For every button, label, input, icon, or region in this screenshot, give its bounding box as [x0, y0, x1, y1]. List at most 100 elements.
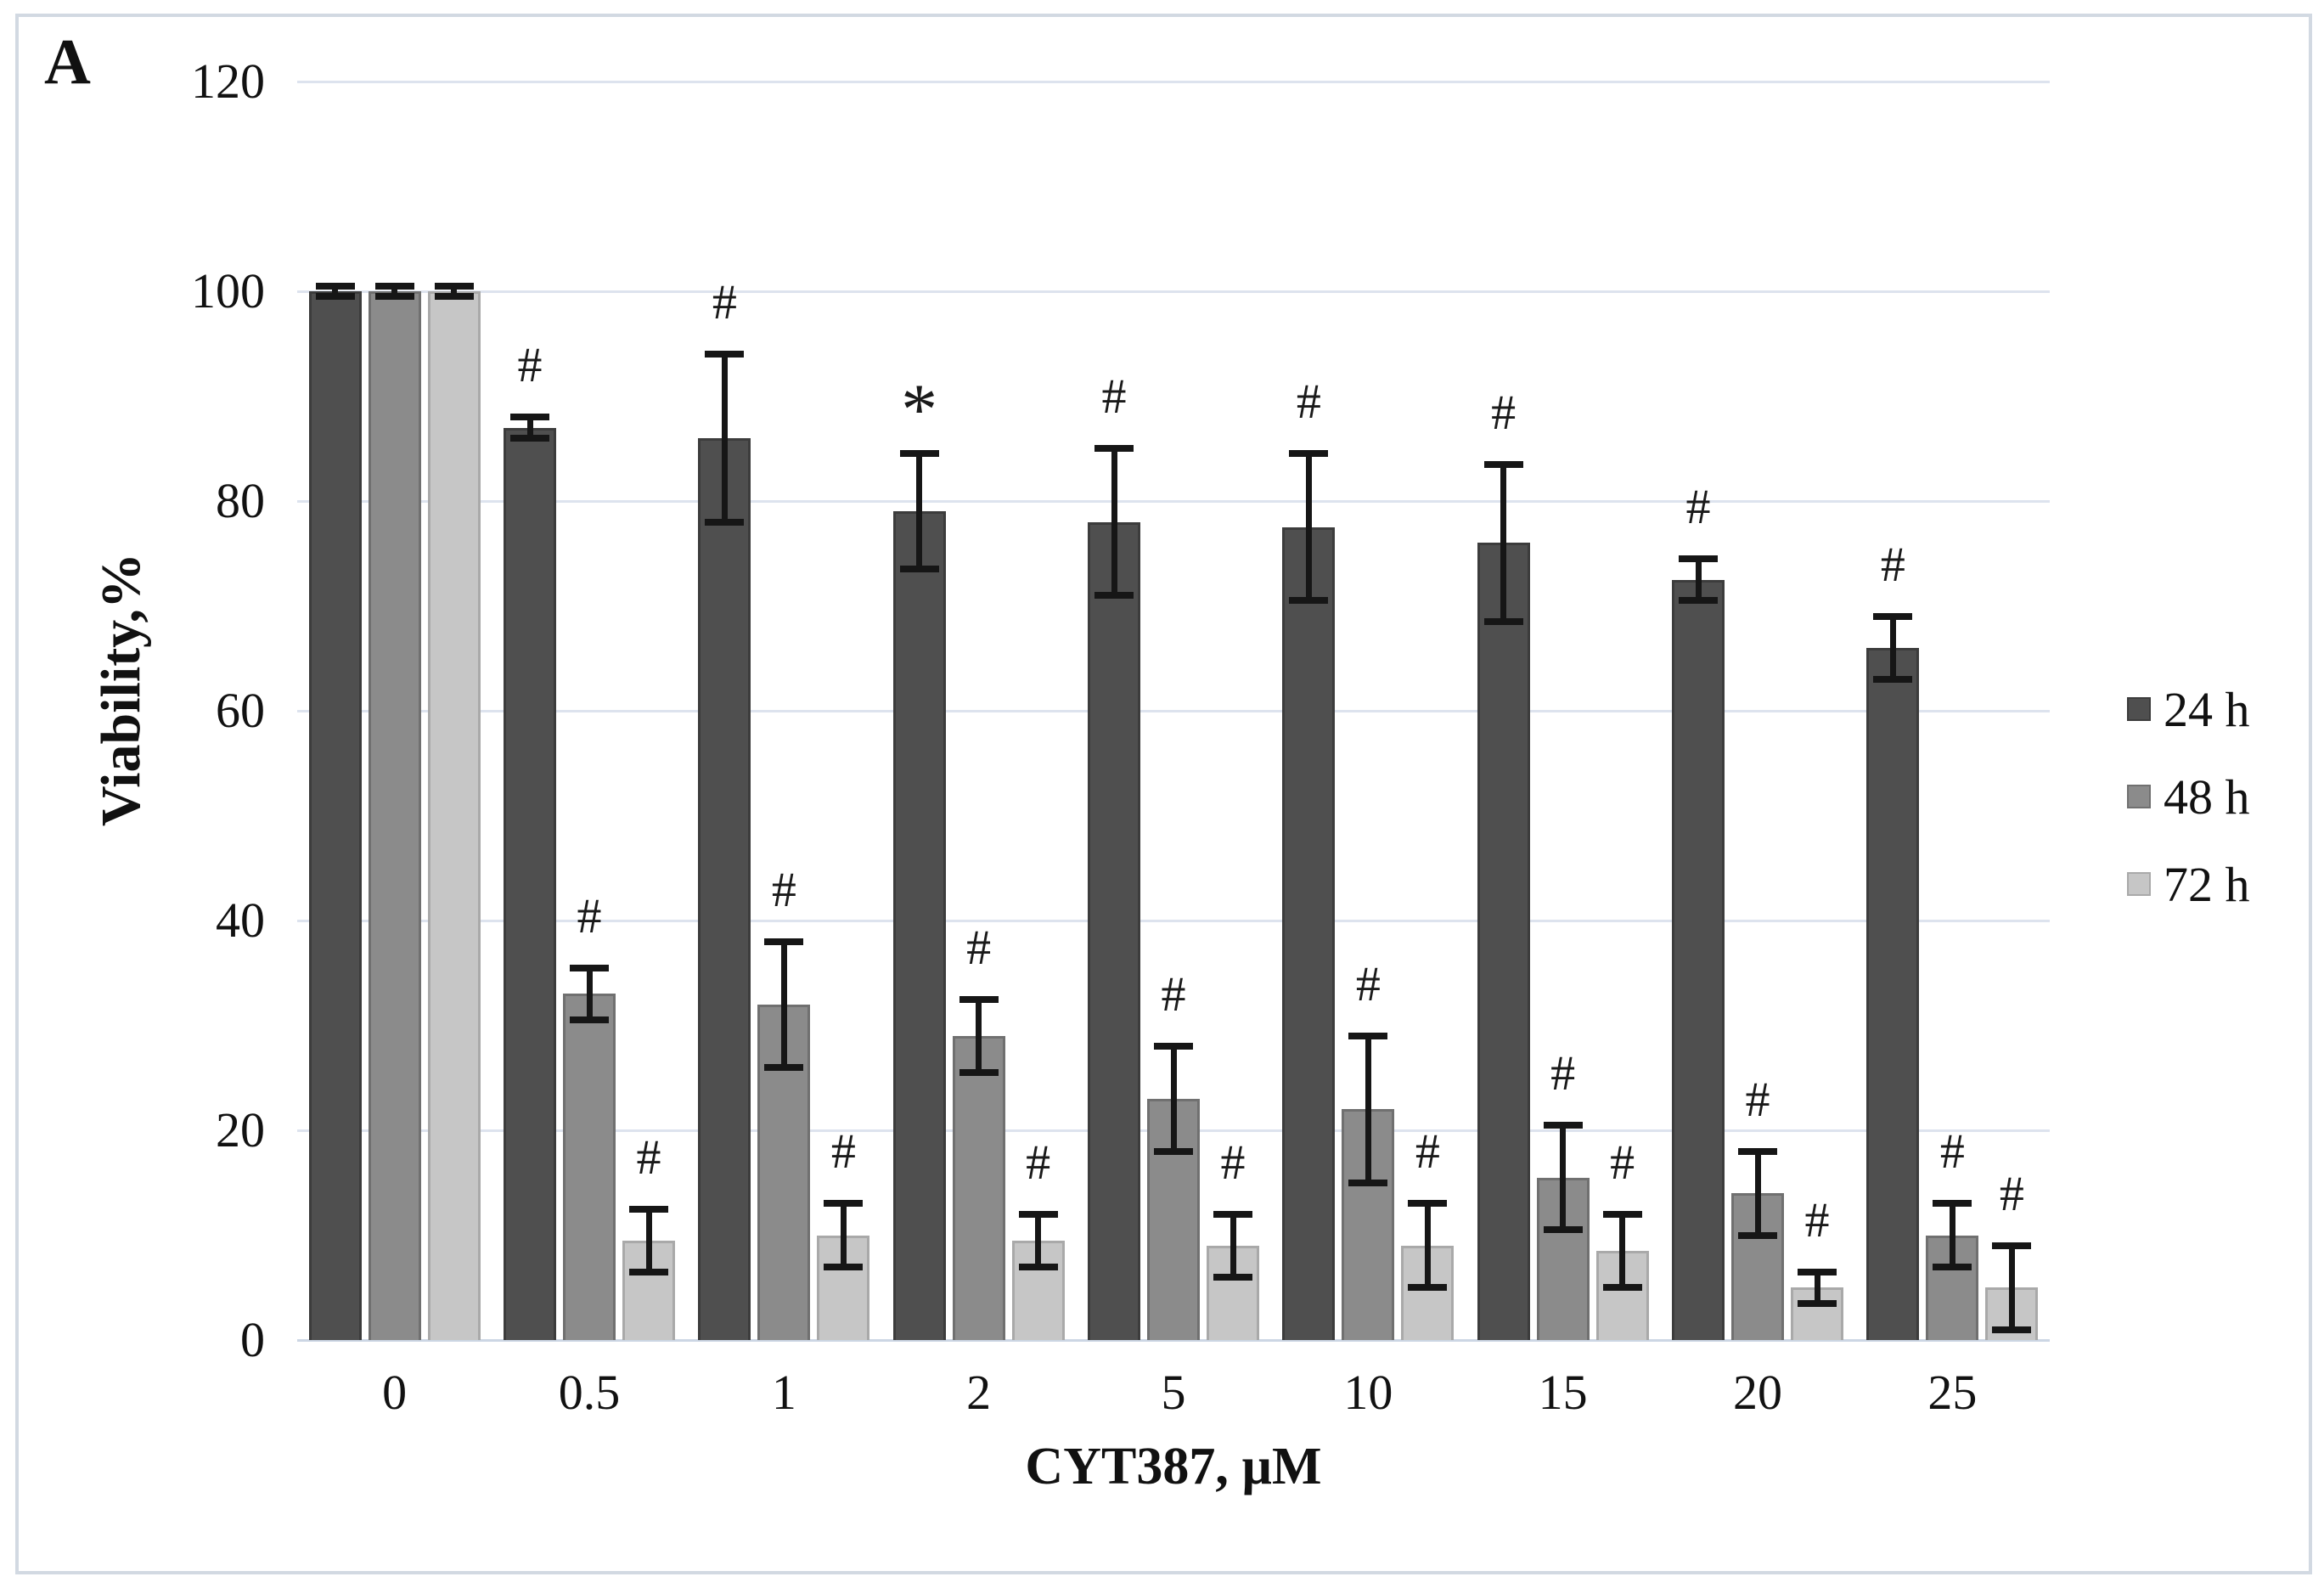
y-tick-label-60: 60 — [216, 683, 265, 738]
bar-48h-5uM — [1147, 1098, 1200, 1340]
legend-marker-72h — [2127, 872, 2151, 896]
y-tick-label-80: 80 — [216, 473, 265, 528]
error-cap-bottom — [570, 1016, 609, 1024]
bar-24h-20uM — [1672, 579, 1725, 1340]
error-cap-top — [570, 964, 609, 971]
error-bar-48h-5uM — [1170, 1046, 1177, 1152]
significance-hash-48h-2uM: # — [966, 919, 992, 975]
x-tick-label-0.5: 0.5 — [558, 1365, 621, 1420]
error-cap-top — [1873, 612, 1913, 620]
gridline-120 — [297, 80, 2050, 83]
error-cap-bottom — [434, 293, 474, 301]
bar-48h-20uM — [1731, 1193, 1784, 1340]
error-bar-24h-15uM — [1500, 464, 1507, 622]
legend-item-72h: 72 h — [2127, 857, 2250, 912]
error-bar-48h-25uM — [1949, 1203, 1955, 1267]
error-cap-bottom — [1873, 675, 1913, 683]
x-tick-label-25: 25 — [1927, 1365, 1978, 1420]
error-cap-bottom — [1738, 1231, 1777, 1239]
x-tick-label-1: 1 — [771, 1365, 796, 1420]
error-bar-72h-0.5uM — [645, 1208, 652, 1272]
error-bar-72h-10uM — [1424, 1203, 1431, 1288]
error-bar-24h-20uM — [1695, 558, 1702, 601]
error-cap-top — [629, 1205, 668, 1213]
error-cap-bottom — [764, 1063, 804, 1071]
significance-hash-72h-25uM: # — [1999, 1165, 2024, 1221]
error-cap-top — [1408, 1200, 1448, 1208]
error-cap-bottom — [374, 293, 414, 301]
error-cap-top — [1483, 460, 1523, 468]
error-cap-bottom — [1154, 1147, 1193, 1155]
bar-48h-0.5uM — [563, 994, 616, 1340]
bar-24h-0.5uM — [504, 427, 556, 1340]
legend-label-24h: 24 h — [2164, 681, 2250, 737]
error-bar-48h-1uM — [780, 941, 787, 1067]
error-cap-top — [899, 450, 939, 458]
significance-asterisk-24h-2uM: * — [901, 369, 938, 451]
error-cap-top — [1289, 450, 1329, 458]
significance-hash-24h-0.5uM: # — [517, 337, 543, 393]
bar-24h-1uM — [698, 437, 751, 1340]
legend-marker-48h — [2127, 785, 2151, 808]
significance-hash-24h-20uM: # — [1685, 478, 1711, 534]
significance-hash-24h-1uM: # — [712, 274, 737, 330]
error-cap-top — [1348, 1032, 1388, 1039]
bar-24h-15uM — [1477, 543, 1530, 1340]
significance-hash-72h-10uM: # — [1415, 1123, 1440, 1180]
legend-label-72h: 72 h — [2164, 856, 2250, 912]
significance-hash-48h-5uM: # — [1161, 966, 1186, 1022]
error-cap-bottom — [1543, 1226, 1583, 1234]
error-cap-top — [1798, 1268, 1837, 1275]
error-cap-bottom — [1408, 1284, 1448, 1292]
error-cap-bottom — [510, 434, 549, 442]
error-bar-24h-1uM — [721, 354, 728, 522]
y-tick-label-120: 120 — [191, 53, 265, 109]
significance-hash-48h-20uM: # — [1745, 1071, 1770, 1127]
bar-24h-0uM — [308, 291, 362, 1340]
significance-hash-72h-2uM: # — [1026, 1134, 1051, 1190]
bar-24h-5uM — [1088, 521, 1140, 1340]
legend-item-48h: 48 h — [2127, 769, 2250, 825]
y-tick-label-100: 100 — [191, 263, 265, 318]
significance-hash-72h-15uM: # — [1610, 1134, 1635, 1190]
significance-hash-48h-1uM: # — [771, 861, 796, 917]
significance-hash-24h-15uM: # — [1491, 384, 1517, 440]
error-cap-top — [1213, 1210, 1252, 1218]
error-cap-top — [1679, 555, 1718, 562]
error-cap-top — [374, 282, 414, 290]
error-cap-bottom — [1483, 618, 1523, 626]
error-bar-72h-5uM — [1230, 1214, 1236, 1277]
error-bar-24h-10uM — [1305, 453, 1312, 601]
error-bar-24h-25uM — [1889, 616, 1896, 679]
gridline-80 — [297, 499, 2050, 503]
error-cap-bottom — [1679, 597, 1718, 605]
error-cap-bottom — [1798, 1299, 1837, 1307]
significance-hash-72h-5uM: # — [1220, 1134, 1246, 1190]
error-bar-48h-2uM — [976, 999, 982, 1073]
error-cap-bottom — [1348, 1179, 1388, 1186]
significance-hash-72h-0.5uM: # — [636, 1129, 661, 1185]
gridline-60 — [297, 709, 2050, 712]
error-cap-bottom — [1213, 1273, 1252, 1281]
error-cap-top — [1543, 1121, 1583, 1129]
y-tick-label-40: 40 — [216, 893, 265, 948]
error-cap-top — [764, 938, 804, 945]
error-cap-bottom — [899, 566, 939, 573]
bar-24h-10uM — [1282, 527, 1336, 1340]
error-bar-48h-10uM — [1365, 1035, 1371, 1183]
error-cap-top — [824, 1200, 864, 1208]
significance-hash-24h-10uM: # — [1296, 374, 1321, 430]
error-bar-48h-0.5uM — [586, 967, 593, 1021]
error-bar-24h-2uM — [916, 453, 923, 570]
significance-hash-48h-25uM: # — [1939, 1123, 1965, 1180]
error-cap-bottom — [824, 1263, 864, 1270]
error-bar-72h-20uM — [1814, 1271, 1820, 1304]
error-bar-24h-5uM — [1111, 448, 1117, 596]
error-bar-48h-20uM — [1754, 1151, 1761, 1236]
error-cap-bottom — [1094, 592, 1134, 600]
error-cap-top — [1018, 1210, 1058, 1218]
error-cap-top — [1602, 1210, 1642, 1218]
x-tick-label-20: 20 — [1732, 1365, 1782, 1420]
